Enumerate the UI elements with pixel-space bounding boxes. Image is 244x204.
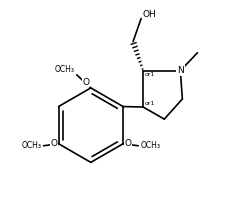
Text: N: N	[177, 66, 184, 75]
Text: O: O	[124, 139, 131, 148]
Text: O: O	[83, 78, 90, 87]
Text: or1: or1	[144, 101, 154, 106]
Text: or1: or1	[144, 72, 154, 77]
Text: O: O	[51, 139, 58, 148]
Text: OH: OH	[143, 10, 156, 19]
Text: OCH₃: OCH₃	[21, 141, 41, 150]
Text: OCH₃: OCH₃	[55, 65, 75, 74]
Text: OCH₃: OCH₃	[140, 141, 160, 150]
